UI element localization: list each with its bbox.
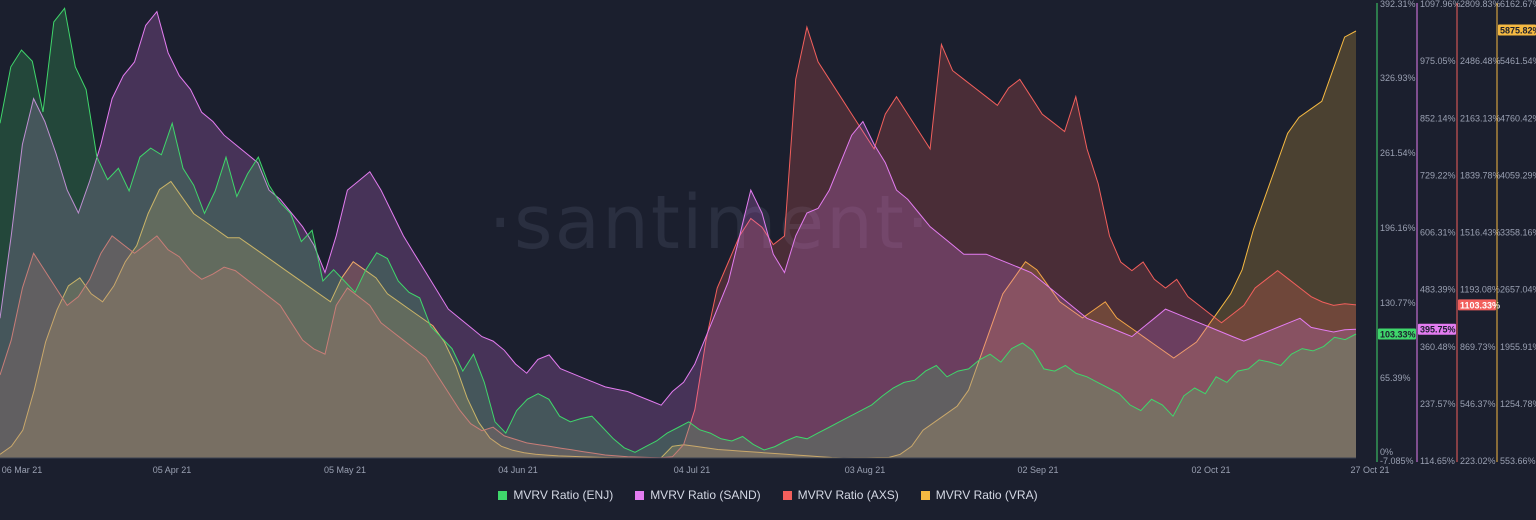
axis-tick-axs: 546.37% <box>1460 399 1496 409</box>
axis-tick-vra: 2657.04% <box>1500 285 1536 295</box>
axis-tick-axs: 2163.13% <box>1460 113 1501 123</box>
x-tick-label: 02 Oct 21 <box>1191 465 1230 475</box>
x-tick-label: 05 May 21 <box>324 465 366 475</box>
axis-tick-sand: 852.14% <box>1420 113 1456 123</box>
axis-tick-vra: 553.66% <box>1500 456 1536 466</box>
axis-tick-axs: 223.02% <box>1460 456 1496 466</box>
x-tick-label: 03 Aug 21 <box>845 465 886 475</box>
right-axes: 392.31% 326.93% 261.54% 196.16% 130.77% 65.39… <box>1376 0 1536 466</box>
x-tick-label: 04 Jun 21 <box>498 465 538 475</box>
x-axis: 06 Mar 21 05 Apr 21 05 May 21 04 Jun 21 04 J… <box>2 465 1390 475</box>
x-tick-label: 04 Jul 21 <box>674 465 711 475</box>
legend-swatch-enj <box>498 490 508 500</box>
axis-tick-enj: 196.16% <box>1380 223 1416 233</box>
axis-tick-vra: 1254.78% <box>1500 399 1536 409</box>
axis-tick-sand: 483.39% <box>1420 285 1456 295</box>
x-tick-label: 06 Mar 21 <box>2 465 43 475</box>
legend-label-enj: MVRV Ratio (ENJ) <box>513 488 614 502</box>
legend-swatch-axs <box>782 490 792 500</box>
series-line-enj <box>0 7 1357 453</box>
current-value-text-enj: 103.33% <box>1380 329 1416 339</box>
series-area-vra <box>0 31 1356 458</box>
current-value-text-axs: 1103.33% <box>1460 300 1500 310</box>
current-value-badge-enj <box>1378 328 1416 340</box>
legend-item-sand[interactable]: MVRV Ratio (SAND) <box>635 488 761 502</box>
axis-tick-vra: 3358.16% <box>1500 228 1536 238</box>
legend: MVRV Ratio (ENJ) MVRV Ratio (SAND) MVRV … <box>0 488 1536 502</box>
legend-label-sand: MVRV Ratio (SAND) <box>650 488 761 502</box>
santiment-watermark: ·santiment· <box>489 180 932 266</box>
legend-item-axs[interactable]: MVRV Ratio (AXS) <box>782 488 899 502</box>
x-tick-label: 05 Apr 21 <box>153 465 192 475</box>
axis-tick-sand: 606.31% <box>1420 228 1456 238</box>
axis-tick-axs: 1516.43% <box>1460 228 1501 238</box>
x-tick-label: 27 Oct 21 <box>1350 465 1389 475</box>
axis-tick-axs: 1193.08% <box>1460 285 1500 295</box>
axis-tick-sand: 237.57% <box>1420 399 1456 409</box>
legend-swatch-vra <box>920 490 930 500</box>
axis-tick-vra: 4760.42% <box>1500 113 1536 123</box>
series-line-vra <box>0 30 1357 459</box>
legend-label-axs: MVRV Ratio (AXS) <box>797 488 899 502</box>
axis-tick-enj: 0% <box>1380 447 1393 457</box>
axis-tick-sand: 729.22% <box>1420 170 1456 180</box>
legend-label-vra: MVRV Ratio (VRA) <box>935 488 1038 502</box>
axis-tick-vra: 1955.91% <box>1500 342 1536 352</box>
axis-tick-sand: 975.05% <box>1420 56 1456 66</box>
x-tick-label: 02 Sep 21 <box>1017 465 1058 475</box>
current-value-badge-vra <box>1498 24 1536 36</box>
axis-tick-sand: 1097.96% <box>1420 0 1461 9</box>
axis-tick-enj: 392.31% <box>1380 0 1416 9</box>
axis-tick-enj: -7.085% <box>1380 456 1414 466</box>
series-areas <box>0 7 1357 459</box>
series-area-axs <box>0 27 1356 458</box>
axis-tick-sand: 360.48% <box>1420 342 1456 352</box>
series-area-enj <box>0 8 1356 459</box>
axis-tick-enj: 130.77% <box>1380 298 1416 308</box>
axis-tick-axs: 2809.83% <box>1460 0 1501 9</box>
series-area-sand <box>0 11 1356 458</box>
current-value-text-sand: 395.75% <box>1420 325 1456 335</box>
axis-tick-axs: 869.73% <box>1460 342 1496 352</box>
axis-tick-axs: 1839.78% <box>1460 170 1501 180</box>
axis-tick-vra: 5461.54% <box>1500 56 1536 66</box>
current-value-badge-axs <box>1458 299 1496 311</box>
current-value-badge-sand <box>1418 323 1456 335</box>
axis-tick-sand: 114.65% <box>1420 456 1455 466</box>
legend-item-enj[interactable]: MVRV Ratio (ENJ) <box>498 488 613 502</box>
axis-tick-enj: 326.93% <box>1380 73 1416 83</box>
legend-swatch-sand <box>635 490 645 500</box>
axis-tick-axs: 2486.48% <box>1460 56 1501 66</box>
series-line-sand <box>0 10 1357 406</box>
mvrv-chart: ·santiment· 392.31% 326.93% 261.54% 196.16%… <box>0 0 1536 475</box>
current-value-text-vra: 5875.82% <box>1500 26 1536 36</box>
series-line-axs <box>0 25 1357 459</box>
axis-tick-enj: 65.39% <box>1380 373 1411 383</box>
axis-tick-vra: 4059.29% <box>1500 170 1536 180</box>
axis-tick-vra: 6162.67% <box>1500 0 1536 9</box>
axis-tick-enj: 261.54% <box>1380 148 1416 158</box>
legend-item-vra[interactable]: MVRV Ratio (VRA) <box>920 488 1038 502</box>
